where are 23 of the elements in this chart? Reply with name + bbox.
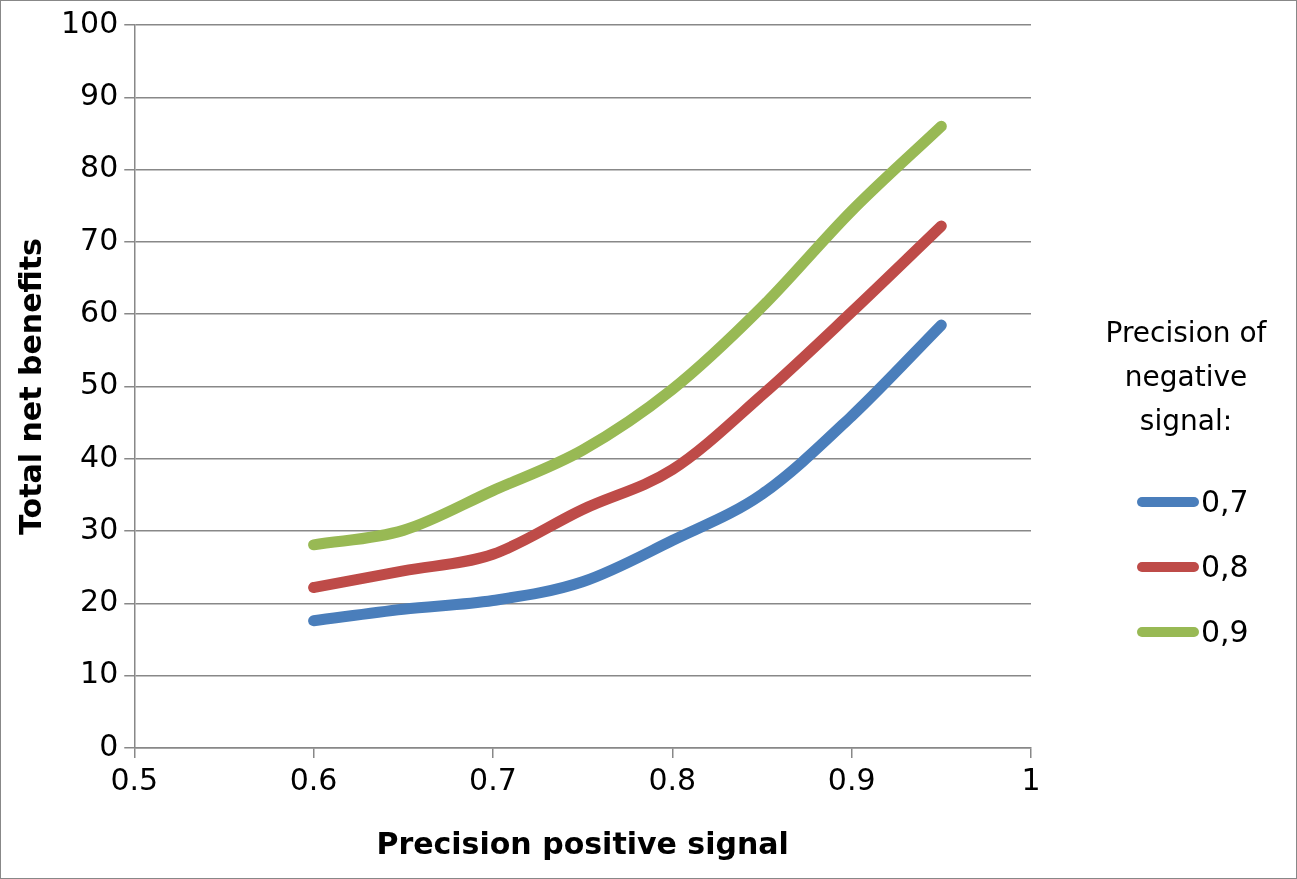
x-tick-label: 0.5: [110, 761, 159, 797]
y-tick-label: 90: [80, 77, 119, 113]
y-tick-label: 50: [80, 366, 119, 402]
y-tick-label: 0: [99, 727, 119, 763]
legend-label: 0,7: [1201, 484, 1249, 519]
y-tick-label: 70: [80, 221, 119, 257]
x-tick-label: 0.7: [469, 761, 517, 797]
legend-label: 0,8: [1201, 549, 1249, 584]
x-tick-label: 0.6: [289, 761, 338, 797]
y-tick-label: 30: [80, 510, 119, 546]
y-tick-label: 60: [80, 294, 119, 329]
y-tick-label: 40: [80, 438, 119, 474]
y-axis-title: Total net benefits: [12, 238, 48, 535]
y-tick-label: 100: [61, 4, 119, 40]
x-tick-label: 0.9: [827, 761, 876, 797]
y-tick-label: 10: [80, 655, 119, 691]
x-axis-title: Precision positive signal: [376, 825, 789, 861]
legend-label: 0,9: [1201, 614, 1249, 649]
y-tick-label: 80: [80, 149, 119, 185]
legend-title: Precision of negative signal:: [1104, 315, 1268, 439]
x-tick-label: 0.8: [648, 761, 697, 797]
y-tick-label: 20: [80, 583, 119, 619]
x-tick-label: 1: [1021, 761, 1041, 797]
